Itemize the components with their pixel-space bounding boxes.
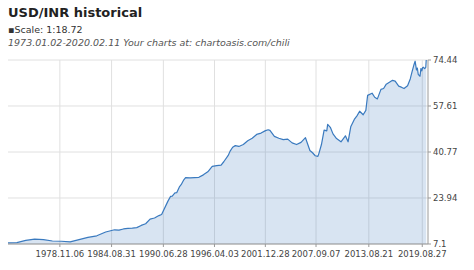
- line: [8, 60, 426, 243]
- x-tick-label: 2007.09.07: [292, 249, 341, 259]
- x-tick-label: 1996.04.03: [190, 249, 239, 259]
- x-tick: [316, 244, 317, 247]
- x-tick-label: 1990.06.28: [139, 249, 188, 259]
- x-tick-label: 1984.08.31: [87, 249, 136, 259]
- y-tick: [428, 105, 431, 106]
- y-tick-label: 57.61: [433, 101, 457, 111]
- x-tick: [163, 244, 164, 247]
- x-tick-label: 1978.11.06: [36, 249, 85, 259]
- chart: USD/INR historical ▪Scale: 1:18.72 1973.01…: [0, 0, 474, 270]
- x-tick: [214, 244, 215, 247]
- y-tick-label: 23.94: [433, 193, 457, 203]
- grid-line: [8, 244, 428, 245]
- y-tick: [428, 244, 431, 245]
- x-axis-line: [8, 244, 428, 245]
- y-tick: [428, 60, 431, 61]
- x-tick-label: 2001.12.28: [241, 249, 290, 259]
- y-tick-label: 7.1: [433, 239, 447, 249]
- axes: 1978.11.061984.08.311990.06.281996.04.03…: [8, 55, 457, 259]
- y-tick-label: 74.44: [433, 55, 457, 65]
- area: [8, 60, 426, 244]
- y-tick: [428, 152, 431, 153]
- subtitle: ▪Scale: 1:18.72: [8, 24, 83, 35]
- subtitle: 1973.01.02-2020.02.11 Your charts at: ch…: [8, 37, 290, 48]
- x-tick: [265, 244, 266, 247]
- y-tick-label: 40.77: [433, 147, 457, 157]
- grid: [8, 60, 428, 244]
- series: [8, 60, 426, 244]
- grid-line: [8, 105, 428, 106]
- x-tick-label: 2013.08.21: [344, 249, 393, 259]
- x-tick: [422, 244, 423, 247]
- title: USD/INR historical: [8, 5, 142, 20]
- x-tick: [59, 244, 60, 247]
- y-tick: [428, 197, 431, 198]
- x-tick: [368, 244, 369, 247]
- x-tick: [111, 244, 112, 247]
- x-tick-label: 2019.08.27: [398, 249, 447, 259]
- grid-line: [8, 60, 428, 61]
